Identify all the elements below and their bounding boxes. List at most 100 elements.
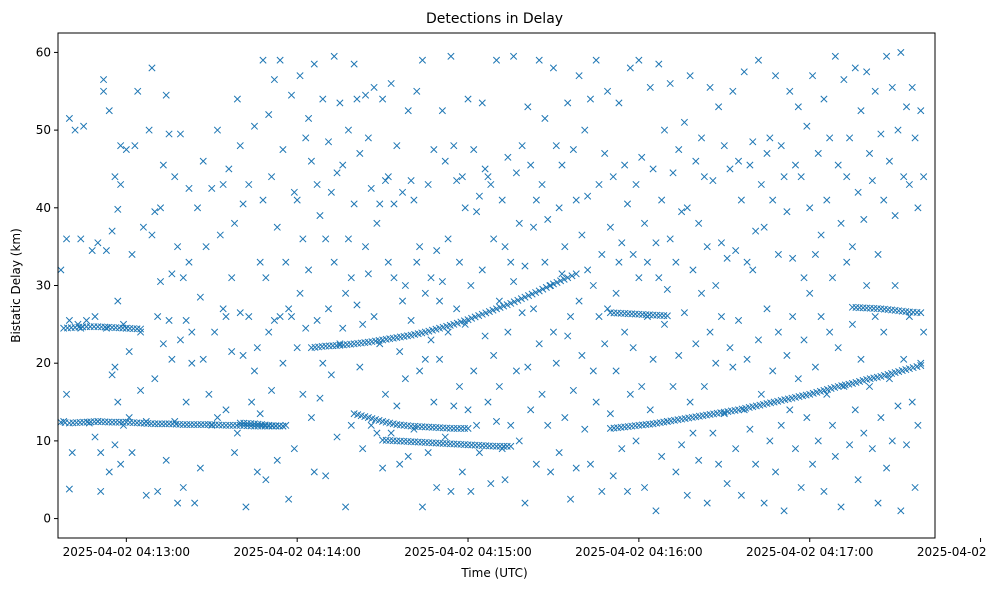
data-point	[430, 145, 438, 154]
data-point	[880, 328, 888, 336]
data-point	[789, 313, 797, 321]
data-point	[669, 169, 677, 177]
data-point	[492, 442, 501, 450]
data-point	[569, 386, 577, 394]
data-point	[885, 157, 893, 165]
data-point	[327, 188, 335, 196]
data-point	[598, 250, 606, 258]
data-point	[176, 336, 184, 344]
data-point	[481, 332, 489, 340]
data-point	[766, 437, 774, 445]
data-point	[139, 223, 147, 231]
data-point	[125, 414, 133, 422]
data-point	[62, 390, 71, 398]
data-point	[256, 258, 264, 266]
data-point	[532, 288, 540, 297]
data-point	[342, 289, 350, 297]
data-point	[763, 149, 771, 157]
data-point	[344, 126, 352, 134]
data-point	[302, 134, 310, 142]
data-point	[920, 173, 928, 181]
data-point	[527, 161, 535, 169]
data-point	[709, 429, 717, 437]
data-point	[222, 313, 230, 321]
data-point	[165, 130, 173, 138]
data-point	[514, 296, 522, 304]
data-point	[601, 149, 609, 157]
data-point	[259, 56, 267, 64]
data-point	[638, 382, 646, 391]
data-point	[874, 250, 882, 258]
data-point	[894, 126, 902, 134]
data-point	[675, 145, 683, 154]
data-point	[453, 177, 461, 185]
data-point	[416, 243, 424, 251]
data-point	[102, 246, 110, 255]
data-point	[473, 208, 481, 216]
data-point	[279, 359, 287, 367]
data-point	[828, 421, 837, 429]
data-point	[305, 114, 313, 123]
data-point	[174, 243, 182, 251]
data-point	[111, 173, 119, 181]
data-point	[239, 351, 247, 359]
data-point	[353, 95, 361, 103]
data-point	[817, 231, 825, 239]
data-point	[62, 235, 71, 243]
data-point	[310, 468, 318, 476]
data-point	[518, 142, 526, 150]
data-point	[541, 258, 549, 266]
data-point	[672, 468, 680, 476]
data-point	[865, 149, 874, 157]
data-point	[381, 390, 390, 398]
data-point	[111, 363, 119, 371]
data-point	[894, 402, 902, 410]
data-point	[535, 287, 543, 295]
data-point	[900, 173, 908, 181]
data-point	[268, 386, 276, 394]
data-point	[390, 274, 398, 282]
data-point	[285, 495, 293, 503]
data-point	[883, 464, 891, 472]
data-point	[438, 278, 446, 286]
data-point	[441, 433, 449, 441]
data-point	[183, 421, 191, 429]
data-point	[82, 316, 91, 325]
data-point	[503, 442, 511, 450]
data-point	[752, 227, 760, 235]
data-point	[589, 367, 597, 375]
data-point	[137, 328, 145, 336]
data-point	[233, 421, 241, 429]
data-point	[797, 483, 805, 492]
data-point	[806, 204, 814, 212]
data-point	[188, 359, 196, 367]
data-point	[137, 386, 145, 394]
data-point	[91, 313, 99, 321]
data-point	[156, 204, 165, 212]
data-point	[820, 95, 828, 103]
data-point	[680, 309, 688, 317]
data-point	[720, 410, 728, 418]
data-point	[848, 243, 856, 251]
data-point	[618, 239, 626, 247]
data-point	[678, 208, 686, 216]
data-point	[265, 328, 273, 336]
data-point	[353, 301, 361, 309]
data-point	[114, 205, 122, 213]
data-point	[911, 483, 919, 492]
data-point	[641, 219, 649, 227]
x-axis-ticks: 2025-04-02 04:13:00 2025-04-02 04:14:00 20…	[63, 538, 986, 559]
data-point	[592, 398, 600, 406]
data-point	[441, 157, 449, 165]
data-points	[57, 48, 928, 515]
data-point	[285, 305, 293, 313]
data-point	[692, 157, 700, 165]
data-point	[254, 422, 262, 430]
data-point	[384, 258, 392, 266]
data-point	[458, 468, 466, 476]
data-point	[450, 142, 458, 150]
data-point	[883, 52, 891, 60]
data-point	[737, 491, 745, 499]
data-point	[905, 180, 913, 189]
